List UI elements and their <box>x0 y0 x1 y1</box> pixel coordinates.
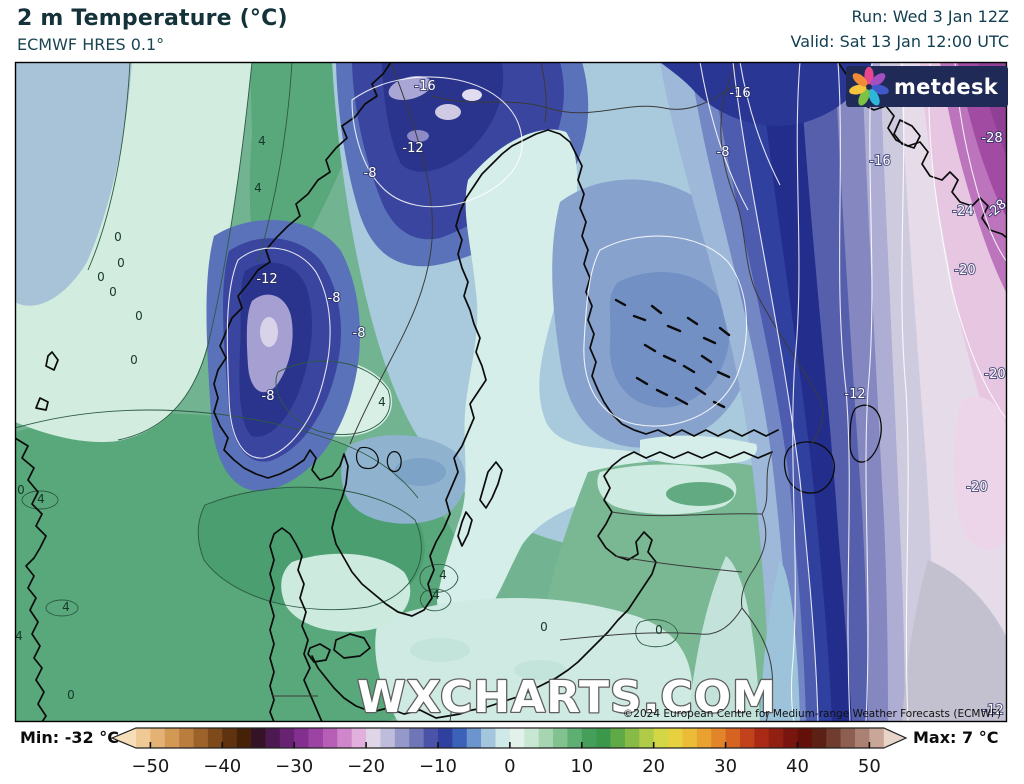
svg-text:-12: -12 <box>256 272 277 287</box>
svg-text:−10: −10 <box>419 756 457 777</box>
svg-text:4: 4 <box>62 600 70 614</box>
svg-text:0: 0 <box>117 256 125 270</box>
metdesk-logo-text: metdesk <box>894 74 999 99</box>
svg-text:30: 30 <box>714 756 737 777</box>
svg-text:-8: -8 <box>328 291 341 306</box>
svg-text:-8: -8 <box>717 145 730 160</box>
svg-text:-20: -20 <box>954 263 975 278</box>
country-borders <box>272 62 824 722</box>
svg-text:4: 4 <box>439 568 447 582</box>
coastlines <box>15 62 1007 722</box>
svg-text:0: 0 <box>130 353 138 367</box>
contour-value-labels: -16-12-8-12-8-8-8 4-8-16-16-28-24 -28-20-2… <box>15 78 1007 719</box>
contour-lines-white <box>226 62 1007 722</box>
svg-text:4: 4 <box>254 181 262 195</box>
metdesk-logo: metdesk <box>846 66 1008 107</box>
svg-text:-16: -16 <box>869 154 890 169</box>
svg-text:4: 4 <box>258 134 266 148</box>
svg-text:−40: −40 <box>203 756 241 777</box>
metdesk-flower-icon <box>849 66 889 106</box>
svg-text:0: 0 <box>504 756 515 777</box>
watermark: WXCHARTS.COM <box>357 672 777 723</box>
svg-text:0: 0 <box>97 270 105 284</box>
valid-time: Valid: Sat 13 Jan 12:00 UTC <box>790 31 1009 51</box>
svg-text:-12: -12 <box>402 141 423 156</box>
svg-text:-8: -8 <box>364 166 377 181</box>
svg-text:−30: −30 <box>275 756 313 777</box>
svg-text:-20: -20 <box>966 480 987 495</box>
page-title: 2 m Temperature (°C) <box>17 6 288 31</box>
min-temperature-label: Min: -32 °C <box>20 728 119 747</box>
contour-lines-dark <box>15 62 679 648</box>
map-frame <box>14 61 1008 723</box>
svg-text:-16: -16 <box>729 86 750 101</box>
svg-text:50: 50 <box>858 756 881 777</box>
run-info: Run: Wed 3 Jan 12Z Valid: Sat 13 Jan 12:… <box>791 5 1009 55</box>
svg-text:10: 10 <box>570 756 593 777</box>
svg-text:20: 20 <box>642 756 665 777</box>
svg-text:4: 4 <box>15 629 23 643</box>
svg-text:-20: -20 <box>984 367 1005 382</box>
svg-text:4: 4 <box>432 588 440 602</box>
svg-text:0: 0 <box>655 623 663 637</box>
svg-text:-12: -12 <box>982 703 1003 718</box>
svg-text:0: 0 <box>67 688 75 702</box>
svg-text:0: 0 <box>135 309 143 323</box>
svg-text:-8: -8 <box>262 389 275 404</box>
model-subtitle: ECMWF HRES 0.1° <box>17 35 165 54</box>
svg-text:-24: -24 <box>952 204 973 219</box>
svg-text:0: 0 <box>114 230 122 244</box>
temperature-colorbar: −50 −40 −30 −20 −10 0 10 20 30 40 50 <box>110 727 908 777</box>
svg-text:−50: −50 <box>131 756 169 777</box>
temperature-fill-regions <box>15 62 1007 722</box>
svg-text:40: 40 <box>786 756 809 777</box>
max-temperature-label: Max: 7 °C <box>913 728 999 747</box>
svg-text:-28: -28 <box>981 131 1002 146</box>
svg-text:4: 4 <box>378 395 386 409</box>
svg-text:0: 0 <box>17 483 25 497</box>
svg-text:−20: −20 <box>347 756 385 777</box>
svg-text:-8: -8 <box>353 326 366 341</box>
copyright-text: ©2024 European Centre for Medium-range W… <box>623 708 1001 720</box>
svg-text:-16: -16 <box>414 79 435 94</box>
run-time: Run: Wed 3 Jan 12Z <box>851 7 1009 26</box>
svg-text:0: 0 <box>109 285 117 299</box>
svg-text:4: 4 <box>37 492 45 506</box>
svg-text:-12: -12 <box>844 387 865 402</box>
svg-text:0: 0 <box>540 620 548 634</box>
